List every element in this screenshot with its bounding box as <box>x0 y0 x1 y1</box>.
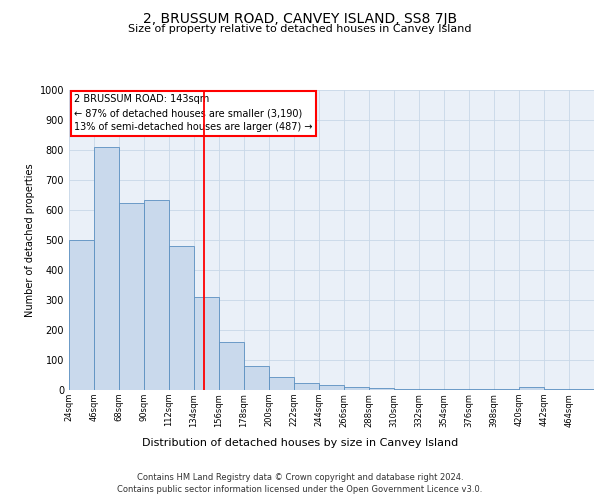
Text: Size of property relative to detached houses in Canvey Island: Size of property relative to detached ho… <box>128 24 472 34</box>
Bar <box>519 387 544 390</box>
Y-axis label: Number of detached properties: Number of detached properties <box>25 163 35 317</box>
Bar <box>319 384 344 390</box>
Bar <box>94 147 119 390</box>
Bar <box>219 342 244 390</box>
Bar <box>269 376 294 390</box>
Text: Contains HM Land Registry data © Crown copyright and database right 2024.: Contains HM Land Registry data © Crown c… <box>137 472 463 482</box>
Text: Contains public sector information licensed under the Open Government Licence v3: Contains public sector information licen… <box>118 485 482 494</box>
Bar <box>144 200 169 390</box>
Bar <box>169 246 194 390</box>
Bar <box>119 202 144 390</box>
Bar <box>394 388 419 390</box>
Text: 2 BRUSSUM ROAD: 143sqm
← 87% of detached houses are smaller (3,190)
13% of semi-: 2 BRUSSUM ROAD: 143sqm ← 87% of detached… <box>74 94 313 132</box>
Bar <box>369 388 394 390</box>
Bar <box>419 389 444 390</box>
Bar <box>344 387 369 390</box>
Bar <box>294 384 319 390</box>
Text: 2, BRUSSUM ROAD, CANVEY ISLAND, SS8 7JB: 2, BRUSSUM ROAD, CANVEY ISLAND, SS8 7JB <box>143 12 457 26</box>
Bar <box>69 240 94 390</box>
Bar <box>244 366 269 390</box>
Bar <box>194 297 219 390</box>
Text: Distribution of detached houses by size in Canvey Island: Distribution of detached houses by size … <box>142 438 458 448</box>
